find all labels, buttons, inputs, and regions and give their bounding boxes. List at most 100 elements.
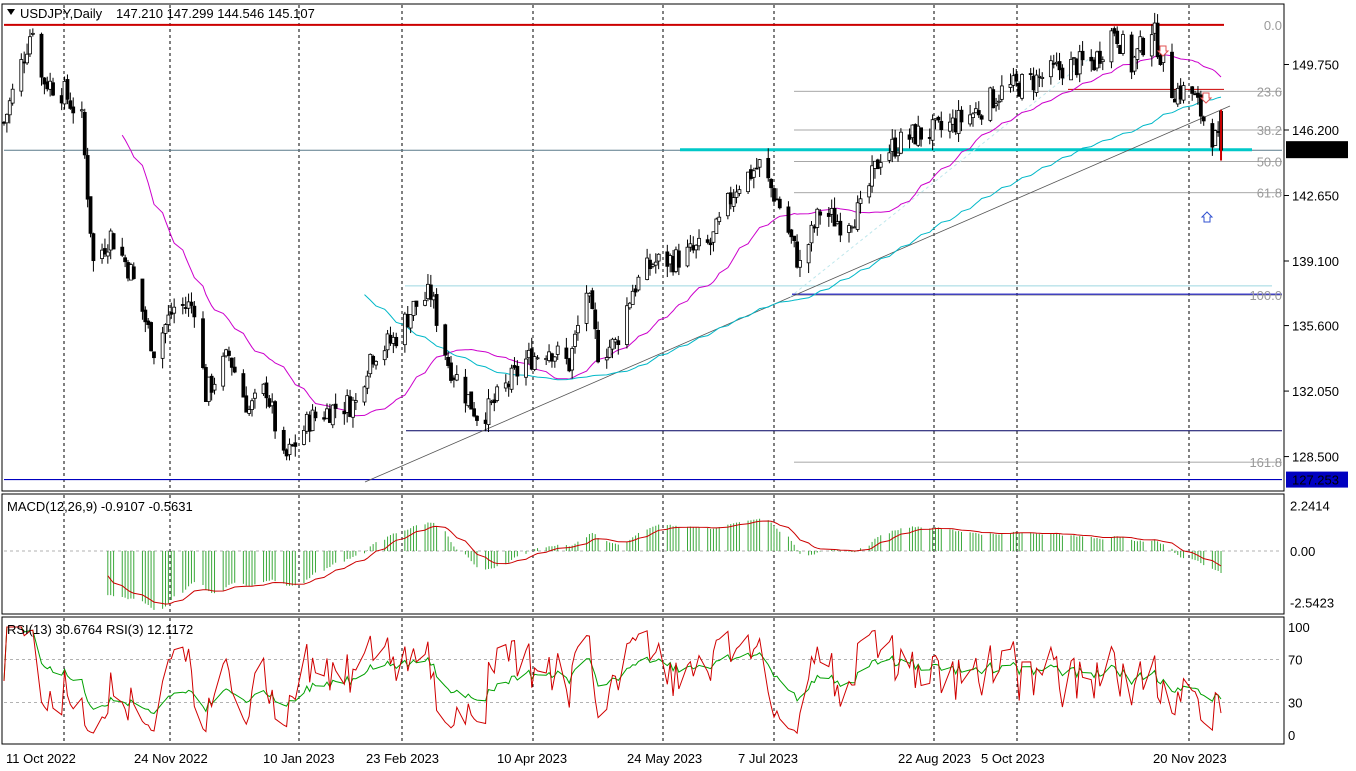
candle [469,391,474,410]
candle [734,184,739,204]
candle-body [313,411,318,419]
candle-body [123,257,128,263]
menu-triangle-icon[interactable] [7,9,15,15]
candle-body [939,120,944,131]
candle-body [625,305,629,345]
candle [858,190,863,214]
candle [111,232,116,250]
candle-body [281,429,286,451]
candle [731,189,736,212]
candle-body [449,362,453,381]
macd-tick-label: 0.00 [1290,544,1315,559]
candle-body [1014,73,1019,82]
candle [71,97,76,124]
candle-body [28,36,32,55]
candle-body [1089,56,1094,62]
candle-body [1008,84,1013,88]
candle [1115,26,1120,48]
candle-body [229,357,234,368]
rsi-series [3,626,1282,735]
candle-body [737,189,742,194]
candle-body [627,302,632,309]
candle-body [103,248,107,255]
candle-body [535,357,540,360]
candle-body [792,235,797,241]
candle-body [82,111,87,156]
candle-body [91,233,96,262]
candle [705,234,710,245]
date-label: 20 Nov 2023 [1153,751,1227,766]
candle-body [997,100,1001,103]
candle-body [999,85,1004,100]
candle [847,222,851,243]
candle [201,311,205,370]
fib-level-label: 0.0 [1264,18,1282,33]
candle-body [685,246,690,267]
candle-body [994,103,998,107]
candle-body [152,351,156,359]
candle [160,326,165,369]
candle [948,113,952,139]
candle-body [85,155,90,200]
date-label: 10 Apr 2023 [497,751,567,766]
trendline-long [364,105,1231,483]
candles [2,12,1223,461]
current-price-box [1286,141,1348,159]
candle [123,254,128,268]
candle-body [754,167,759,170]
candle-body [365,375,370,389]
candle-body [552,356,557,362]
candle-body [472,408,476,417]
candle [414,300,419,316]
candle-body [65,79,70,100]
candle [1201,115,1206,126]
candle [1129,31,1134,80]
candle-body [616,340,621,346]
candle [79,101,84,118]
candle-body [959,109,964,123]
candle-body [1072,57,1076,60]
candle-body [1135,48,1140,60]
candle [333,393,338,419]
candle-body [131,266,136,279]
candle [172,298,177,324]
candle [28,29,32,58]
candle [636,274,641,292]
axes: 149.750 146.200 142.650 139.100 135.600 132.0… [6,58,1348,766]
candle [757,158,762,177]
candle-body [79,109,84,112]
candle-body [25,53,29,64]
candle [769,178,774,198]
candle [798,249,802,277]
candle [131,262,136,280]
candle-body [232,366,237,373]
candle-body [593,309,598,330]
candle [212,377,217,395]
candle-body [394,336,399,347]
candle [524,350,528,386]
candle [25,43,29,65]
candle [434,288,439,333]
candle [1109,27,1114,69]
candle [310,404,315,432]
candle-body [302,430,306,445]
candle-body [212,383,217,391]
candle-body [1040,76,1045,79]
candle-body [725,193,730,217]
candle-body [1115,30,1120,45]
candle [402,311,407,353]
date-label: 10 Jan 2023 [263,751,335,766]
arrow-down-icon [1156,45,1170,57]
candle-body [475,415,479,421]
candle [42,77,47,95]
candle [806,243,811,274]
candle [878,154,883,175]
candle-body [769,178,774,189]
date-label: 11 Oct 2022 [6,751,76,766]
candle [509,364,514,393]
macd-series [4,518,1282,610]
candle [244,386,249,413]
candle-body [714,218,719,234]
price-tick-label: 149.750 [1292,58,1339,73]
candle [152,351,156,365]
